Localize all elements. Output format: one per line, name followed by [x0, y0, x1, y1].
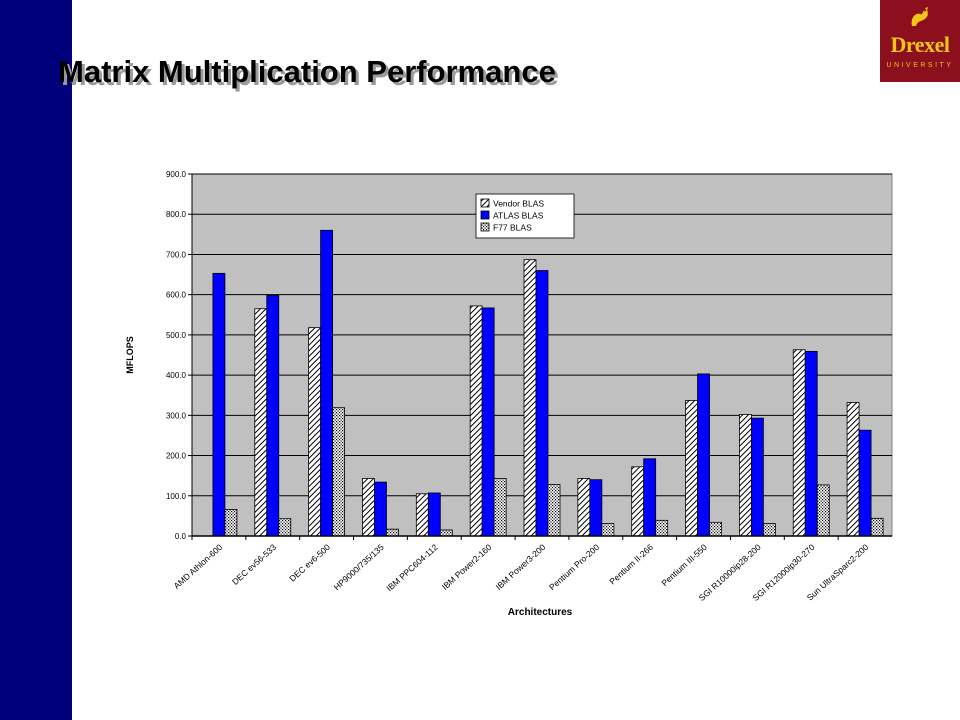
y-axis-label: MFLOPS [125, 336, 135, 374]
bar-atlas-blas [374, 481, 387, 537]
y-tick-label: 500.0 [166, 331, 187, 340]
bar-atlas-blas [212, 272, 226, 537]
x-tick-label: AMD Athlon-600 [172, 542, 225, 591]
legend-label: F77 BLAS [493, 223, 532, 233]
bar-vendor-blas [254, 308, 268, 537]
bar-f77-blas [439, 529, 453, 537]
x-tick-label: Pentium II-266 [607, 542, 655, 587]
y-tick-label: 700.0 [166, 250, 187, 259]
dragon-emblem-icon [911, 7, 928, 26]
bar-f77-blas [547, 484, 561, 537]
logo-wordmark: Drexel [890, 32, 950, 57]
bar-atlas-blas [643, 458, 657, 537]
bar-f77-blas [655, 519, 669, 537]
legend-swatch [480, 222, 490, 232]
legend-box [475, 193, 575, 239]
bar-vendor-blas [631, 466, 645, 537]
y-tick-label: 300.0 [166, 411, 187, 420]
x-tick-label: DEC ev6-500 [287, 542, 332, 584]
left-sidebar-bar [0, 0, 72, 720]
x-tick-label: IBM Power3-200 [494, 542, 548, 592]
bar-f77-blas [816, 484, 830, 537]
bar-f77-blas [493, 478, 507, 537]
bar-vendor-blas [469, 305, 483, 537]
bar-atlas-blas [535, 270, 549, 537]
bar-f77-blas [709, 521, 722, 537]
bar-f77-blas [601, 523, 615, 537]
bar-atlas-blas [589, 479, 603, 537]
bar-f77-blas [870, 517, 884, 537]
bar-vendor-blas [577, 478, 591, 537]
slide-title: Matrix Multiplication Performance [58, 54, 556, 89]
bar-f77-blas [332, 407, 346, 537]
bar-atlas-blas [750, 417, 764, 537]
bar-atlas-blas [427, 492, 441, 537]
x-axis-label: Architectures [508, 607, 573, 618]
bar-atlas-blas [266, 295, 280, 537]
bar-atlas-blas [697, 373, 710, 537]
bar-vendor-blas [362, 478, 375, 537]
y-tick-label: 800.0 [166, 210, 187, 219]
bar-vendor-blas [523, 259, 537, 537]
y-tick-label: 0.0 [175, 532, 187, 541]
y-tick-label: 600.0 [166, 291, 187, 300]
x-tick-label: DEC ev56-533 [230, 542, 278, 587]
bar-vendor-blas [308, 327, 322, 537]
bar-f77-blas [278, 518, 292, 537]
bar-vendor-blas [846, 402, 860, 537]
bar-f77-blas [224, 509, 238, 537]
bar-atlas-blas [481, 307, 495, 537]
logo-subtitle: UNIVERSITY [886, 62, 954, 69]
y-tick-label: 100.0 [166, 492, 187, 501]
x-tick-label: HP9000/735/135 [332, 542, 386, 592]
bar-f77-blas [762, 523, 776, 537]
bar-atlas-blas [804, 350, 818, 537]
bar-vendor-blas [415, 493, 429, 537]
x-tick-label: Pentium III-550 [659, 542, 709, 588]
bar-vendor-blas [792, 349, 806, 537]
bar-vendor-blas [685, 400, 698, 537]
y-tick-label: 900.0 [166, 170, 187, 179]
bar-atlas-blas [320, 229, 334, 537]
y-tick-label: 200.0 [166, 452, 187, 461]
legend-label: Vendor BLAS [493, 199, 544, 209]
bar-f77-blas [386, 528, 399, 537]
y-tick-label: 400.0 [166, 371, 187, 380]
legend-label: ATLAS BLAS [493, 211, 544, 221]
legend-swatch [480, 210, 490, 220]
x-tick-label: Pentium Pro-200 [547, 542, 601, 592]
bar-vendor-blas [738, 414, 752, 537]
x-tick-label: IBM Power2-160 [440, 542, 494, 592]
mflops-bar-chart: 0.0 100.0 200.0 300.0 400.0 500.0 600.0 700.0 80… [125, 170, 893, 618]
legend-swatch [480, 198, 490, 208]
x-tick-label: IBM PPC604-112 [384, 542, 440, 593]
bar-atlas-blas [858, 429, 872, 537]
drexel-logo: Drexel UNIVERSITY [880, 0, 960, 82]
